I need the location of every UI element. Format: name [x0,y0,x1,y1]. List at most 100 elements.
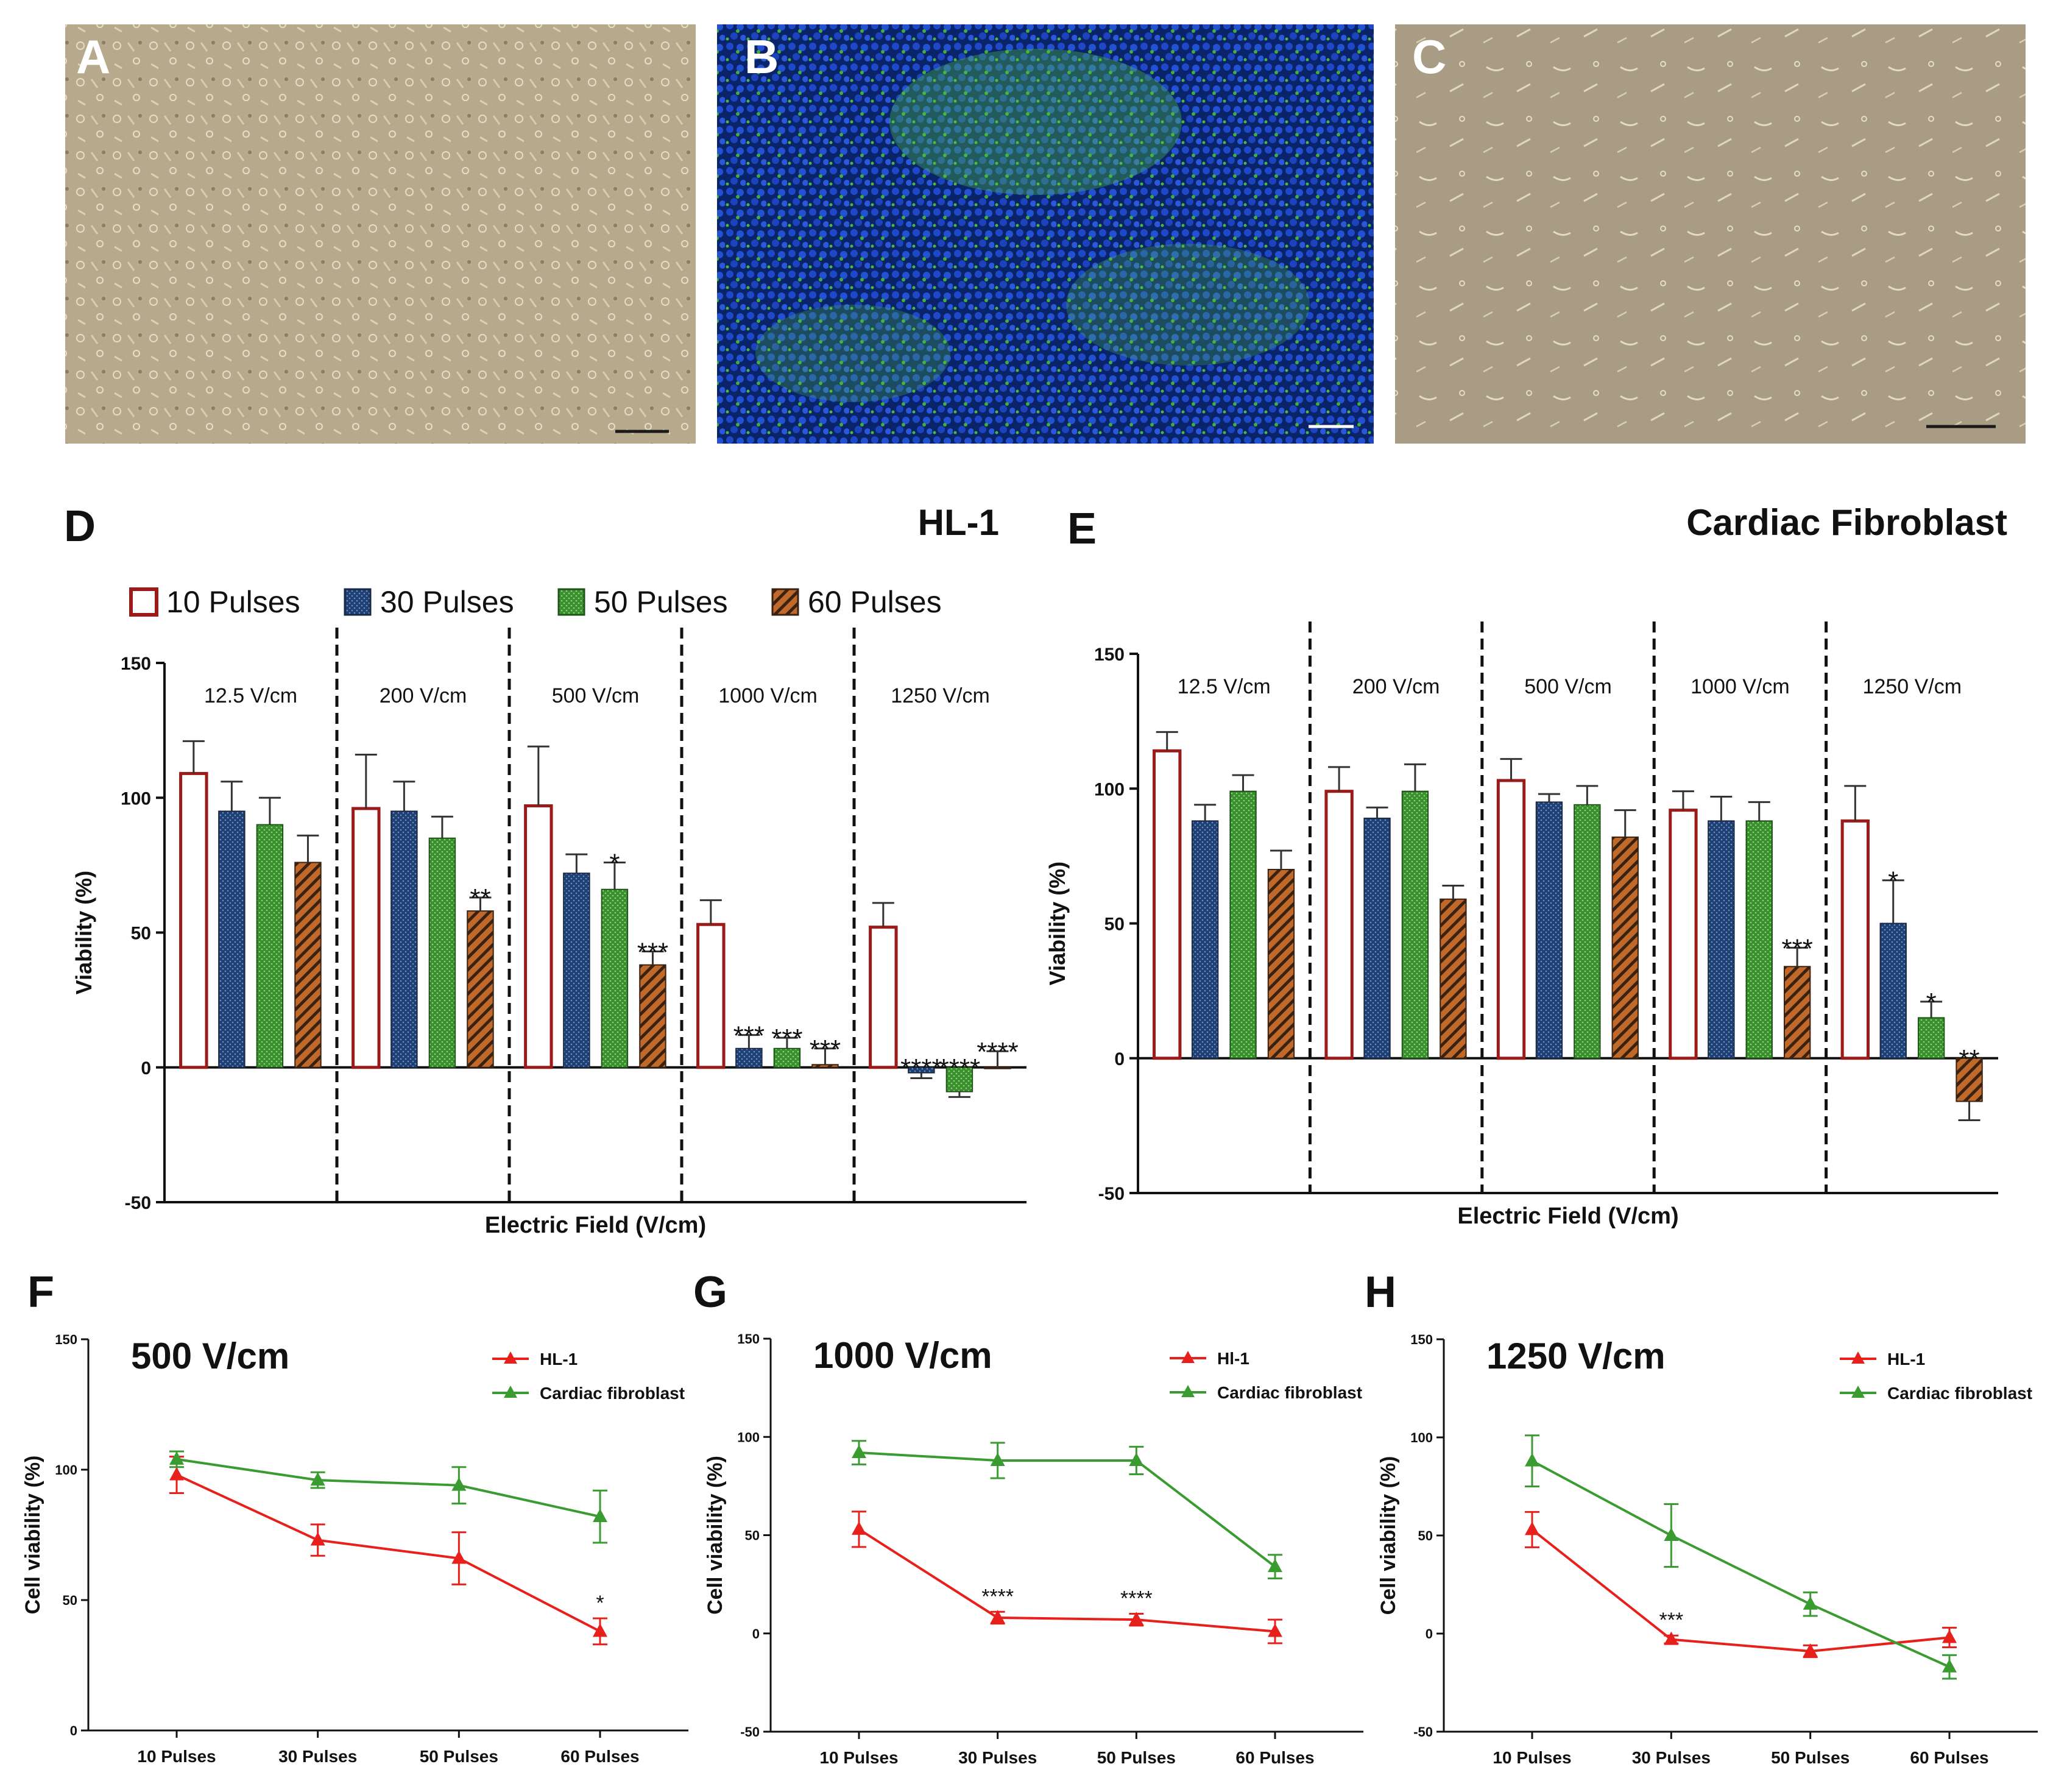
significance-marker: *** [1781,933,1812,963]
x-tick-label: 10 Pulses [819,1748,898,1767]
y-tick-label: -50 [125,1193,151,1213]
chart-title: 500 V/cm [131,1336,289,1376]
data-point [1268,1559,1282,1573]
y-tick-label: 0 [1114,1049,1125,1069]
group-label: 12.5 V/cm [204,684,297,707]
x-tick-label: 50 Pulses [420,1747,498,1766]
chart-F: F 500 V/cm 0 50 100 150 10 Pulses 30 Pulses 50 P… [21,1268,688,1766]
y-tick-label: 0 [752,1626,760,1641]
panel-letter-g: G [693,1268,727,1317]
data-point [1664,1528,1679,1541]
data-point [1803,1596,1818,1610]
series-line [176,1473,601,1633]
data-point [1525,1453,1539,1467]
y-axis-label: Cell viability (%) [21,1456,44,1615]
bar [1191,820,1219,1059]
x-tick-label: 60 Pulses [560,1747,639,1766]
y-tick-label: 100 [55,1462,77,1478]
significance-marker: ** [1959,1044,1979,1074]
data-point [593,1509,607,1523]
bar [696,923,726,1069]
y-tick-label: 50 [63,1593,77,1608]
bar [1535,801,1563,1059]
bar [352,807,381,1069]
data-point [852,1521,866,1535]
bar [179,771,208,1069]
panel-letter-c: C [1412,30,1446,83]
bar [1917,1017,1945,1059]
chart-G: G 1000 V/cm -50 0 50 100 150 10 Pulses 30 Pulses… [693,1268,1363,1767]
x-tick-label: 30 Pulses [958,1748,1037,1767]
y-axis-label: Viability (%) [71,871,96,994]
significance-marker: *** [637,937,668,967]
data-point [169,1467,184,1481]
bar [1840,819,1870,1060]
y-tick-label: 150 [121,654,151,674]
bar [428,837,456,1068]
legend-label: 50 Pulses [594,585,728,619]
bar [1324,790,1354,1060]
data-point [1268,1623,1282,1637]
legend: 10 Pulses 30 Pulses 50 Pulses 60 Pulses [129,585,942,619]
legend-label: HL-1 [540,1350,578,1369]
significance-marker: **** [981,1585,1014,1608]
y-tick-label: 0 [1426,1626,1433,1641]
y-tick-label: 150 [1094,645,1125,665]
series-line [1532,1459,1950,1668]
chart-H: H 1250 V/cm -50 0 50 100 150 10 Pulses 30 Pulses… [1365,1268,2038,1767]
panel-a: A [65,24,696,444]
y-axis-label: Cell viability (%) [704,1456,727,1615]
y-tick-label: 50 [1104,915,1125,935]
x-tick-label: 30 Pulses [278,1747,357,1766]
bar [1496,779,1526,1060]
bar [639,964,666,1068]
significance-marker: *** [771,1024,802,1054]
y-tick-label: 150 [55,1332,77,1347]
significance-marker: * [596,1592,604,1615]
panel-letter-f: F [27,1268,54,1317]
legend-swatch [344,588,372,616]
panel-letter-e: E [1067,505,1097,553]
bar [524,804,553,1069]
significance-marker: * [1888,866,1898,896]
x-tick-label: 50 Pulses [1771,1748,1850,1767]
legend-marker [504,1386,517,1398]
group-label: 1250 V/cm [1863,675,1962,698]
bar [735,1047,763,1068]
group-label: 1000 V/cm [718,684,818,707]
panel-b: B [717,24,1374,444]
chart-D: D HL-1 -50 0 50 100 150 Viability (%) Electric F… [64,502,1026,1238]
bar [1745,820,1773,1059]
bar [1153,749,1182,1060]
group-label: 12.5 V/cm [1178,675,1271,698]
bar [1229,790,1257,1059]
bar [1401,790,1429,1059]
y-tick-label: 150 [1410,1332,1433,1347]
bar [390,810,418,1068]
legend-label: 10 Pulses [166,585,300,619]
panel-letter-d: D [64,502,96,551]
legend-label: 60 Pulses [808,585,942,619]
chart-title: HL-1 [918,502,999,543]
bar [1267,869,1295,1059]
bar [467,910,494,1068]
significance-marker: * [609,848,620,878]
x-tick-label: 60 Pulses [1235,1748,1314,1767]
y-tick-label: 50 [745,1528,760,1543]
bar [256,824,284,1068]
significance-marker: **** [900,1054,942,1083]
group-label: 1000 V/cm [1691,675,1790,698]
legend-label: Hl-1 [1217,1349,1249,1368]
legend-swatch [771,588,799,616]
legend-label: HL-1 [1887,1350,1925,1369]
bar [1574,804,1601,1059]
y-axis-label: Viability (%) [1045,862,1070,985]
x-tick-label: 10 Pulses [1493,1748,1571,1767]
y-tick-label: 50 [1418,1528,1433,1543]
series-line [1531,1528,1950,1652]
bar [1783,966,1811,1059]
y-tick-label: 100 [1094,779,1125,799]
data-point [1803,1643,1818,1657]
data-point [1129,1612,1144,1626]
